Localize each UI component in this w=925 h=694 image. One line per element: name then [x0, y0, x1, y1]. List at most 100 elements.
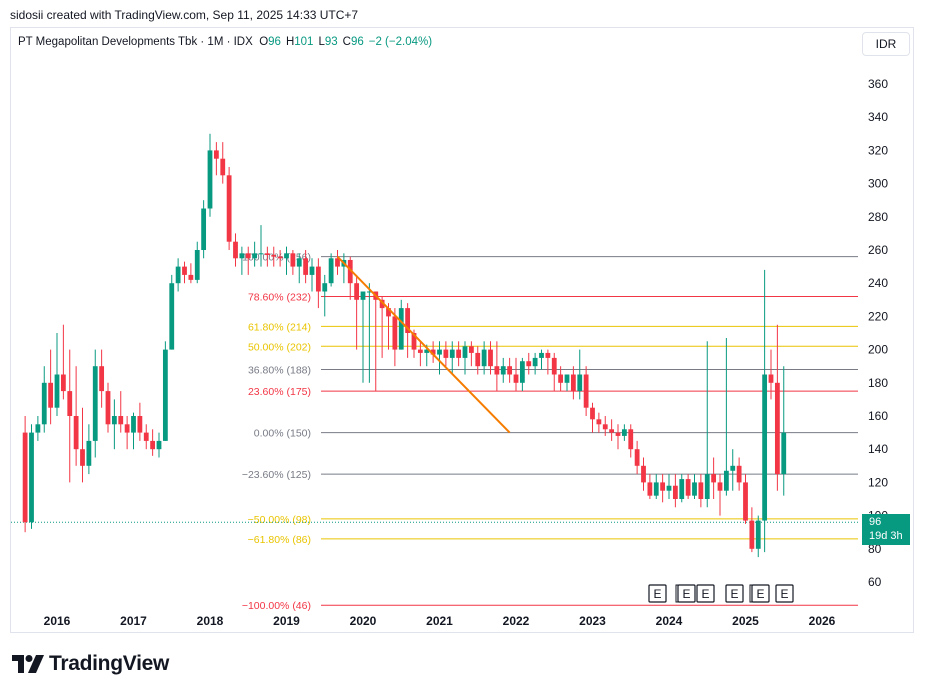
candle-body [182, 266, 187, 275]
candle-108 [711, 457, 717, 499]
candle-100 [660, 474, 666, 503]
tradingview-wordmark: TradingView [49, 652, 170, 675]
time-tick-5: 2021 [426, 614, 453, 628]
earnings-marker-4[interactable]: E [751, 584, 770, 603]
candle-body [500, 366, 506, 375]
currency-button[interactable]: IDR [862, 32, 910, 56]
candle-109 [717, 474, 723, 516]
candle-55 [373, 291, 379, 392]
candle-95 [628, 424, 634, 458]
earnings-marker-box [677, 584, 696, 603]
fib-level-label-3: 50.00% (202) [248, 341, 311, 353]
candle-body [379, 299, 385, 309]
candle-body [150, 440, 156, 450]
candle-90 [596, 412, 602, 433]
trend-line-segment[interactable] [336, 255, 511, 434]
candle-5 [54, 333, 60, 416]
candle-body [220, 158, 226, 176]
candle-51 [347, 256, 353, 300]
candle-body [456, 349, 462, 358]
candle-37 [258, 225, 264, 267]
candle-body [48, 382, 54, 408]
candle-72 [481, 341, 487, 375]
time-tick-6: 2022 [503, 614, 530, 628]
price-tick-5: 160 [868, 409, 888, 423]
candle-body [558, 374, 564, 383]
candle-body [590, 407, 595, 420]
candle-77 [513, 357, 519, 392]
candle-body [424, 349, 430, 353]
candle-body [54, 374, 60, 408]
candle-114 [749, 507, 755, 553]
candle-body [315, 266, 321, 292]
candle-body [35, 424, 41, 433]
candle-19 [143, 424, 149, 450]
candle-body [615, 432, 621, 436]
earnings-marker-1[interactable]: E [677, 584, 696, 603]
candle-26 [188, 263, 194, 284]
candle-103 [679, 474, 685, 503]
price-tick-3: 120 [868, 475, 888, 489]
candle-body [105, 391, 111, 425]
candle-75 [500, 357, 506, 383]
candle-body [29, 432, 34, 523]
candle-body [354, 283, 360, 300]
time-tick-7: 2023 [579, 614, 606, 628]
candle-117 [768, 349, 774, 400]
price-tick-7: 200 [868, 343, 888, 357]
candle-58 [392, 308, 398, 367]
tradingview-logo[interactable]: TradingView [12, 652, 169, 676]
candle-body [519, 361, 525, 383]
candle-body [156, 440, 162, 450]
fib-level-label-2: 61.80% (214) [248, 321, 311, 333]
candle-body [99, 366, 105, 392]
candle-body [430, 349, 436, 355]
fibonacci-levels[interactable]: 100.00% (256)78.60% (232)61.80% (214)50.… [242, 252, 858, 613]
earnings-marker-label: E [756, 587, 764, 601]
candle-body [551, 357, 557, 375]
candle-81 [539, 349, 544, 370]
candle-48 [328, 253, 334, 287]
candle-36 [252, 241, 258, 267]
high-label: H [285, 36, 295, 48]
candle-body [781, 432, 787, 475]
candle-body [647, 482, 653, 496]
candle-body [685, 479, 691, 496]
candle-22 [162, 341, 168, 441]
candle-78 [519, 357, 525, 392]
candle-body [577, 374, 583, 392]
candle-body [80, 449, 85, 466]
candle-body [239, 253, 245, 259]
candle-84 [558, 366, 564, 392]
fib-level-label-4: 36.80% (188) [248, 365, 311, 377]
candle-body [634, 449, 640, 466]
candle-85 [564, 374, 570, 392]
candle-body [73, 416, 79, 450]
candle-29 [207, 133, 213, 217]
earnings-marker-0[interactable]: E [648, 584, 667, 603]
candle-body [526, 361, 532, 367]
candle-39 [271, 246, 277, 267]
earnings-marker-5[interactable]: E [775, 584, 794, 603]
candle-body [360, 291, 366, 300]
candle-body [137, 416, 143, 433]
price-tick-13: 320 [868, 143, 888, 157]
time-tick-0: 2016 [44, 614, 71, 628]
trend-line[interactable] [336, 255, 511, 434]
time-tick-3: 2019 [273, 614, 300, 628]
candle-43 [296, 253, 302, 284]
candle-body [641, 465, 646, 483]
price-tick-15: 360 [868, 77, 888, 91]
earnings-marker-label: E [653, 587, 661, 601]
candle-1 [29, 424, 34, 529]
earnings-marker-3[interactable]: E [725, 584, 744, 603]
candle-38 [264, 246, 270, 267]
candle-body [392, 316, 398, 350]
candle-79 [526, 352, 532, 375]
earnings-marker-2[interactable]: E [696, 584, 715, 603]
last-price-tag: 96 19d 3h [862, 514, 910, 545]
price-axis: 6080100120140160180200220240260280300320… [868, 77, 888, 589]
candle-body [277, 256, 283, 259]
